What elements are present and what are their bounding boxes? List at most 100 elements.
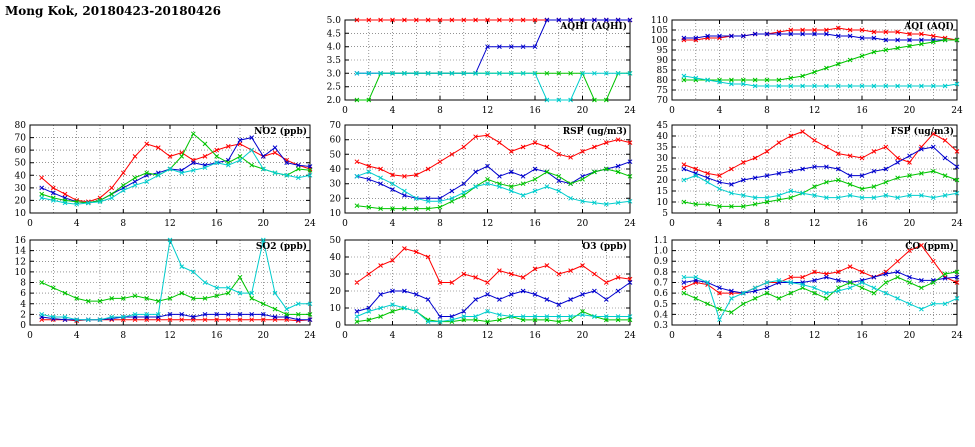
series-markers-cyan: [39, 147, 313, 207]
y-tick-label: 10: [330, 209, 342, 219]
y-tick-label: 70: [330, 121, 342, 131]
y-tick-label: 45: [657, 121, 669, 131]
x-tick-label: 16: [211, 219, 223, 229]
series-markers-red: [354, 132, 633, 179]
x-tick-label: 0: [669, 219, 675, 229]
x-tick-label: 4: [717, 331, 723, 341]
x-tick-label: 8: [764, 219, 770, 229]
y-tick-label: 0.4: [654, 310, 669, 320]
series-line-blue: [41, 313, 310, 321]
chart-title: NO2 (ppb): [254, 126, 307, 137]
x-tick-label: 4: [74, 219, 80, 229]
axis-ticks: [344, 19, 631, 101]
x-tick-label: 24: [951, 106, 963, 116]
series-line-blue: [683, 146, 958, 185]
x-tick-label: 12: [482, 219, 493, 229]
x-tick-label: 16: [856, 106, 868, 116]
y-tick-label: 4.0: [327, 43, 342, 53]
x-tick-label: 16: [211, 331, 223, 341]
y-tick-label: 2.0: [327, 96, 342, 106]
y-tick-label: 1.1: [654, 236, 668, 246]
x-tick-label: 4: [717, 219, 723, 229]
series-line-cyan: [683, 75, 958, 87]
series-line-cyan: [683, 175, 958, 199]
series-line-cyan: [41, 238, 310, 321]
x-tick-label: 12: [809, 106, 820, 116]
y-tick-label: 10: [657, 198, 669, 208]
series-markers-cyan: [681, 274, 960, 323]
axis-ticks: [671, 124, 958, 214]
y-tick-label: 80: [15, 121, 27, 131]
x-tick-label: 0: [342, 331, 348, 341]
x-tick-label: 24: [304, 331, 316, 341]
y-tick-label: 0: [20, 321, 26, 331]
y-tick-label: 2: [20, 310, 26, 320]
series-markers-green: [39, 131, 313, 206]
series-line-green: [683, 39, 957, 81]
x-tick-label: 0: [342, 219, 348, 229]
y-tick-label: 70: [15, 134, 27, 144]
x-tick-label: 8: [120, 331, 126, 341]
x-tick-label: 4: [717, 106, 723, 116]
y-tick-label: 85: [657, 66, 669, 76]
x-tick-label: 0: [669, 331, 675, 341]
x-tick-label: 16: [529, 331, 541, 341]
x-tick-label: 0: [669, 106, 675, 116]
y-tick-label: 50: [15, 159, 27, 169]
chart-title: FSP (ug/m3): [891, 126, 954, 137]
chart-title: AQI (AQI): [903, 21, 954, 32]
chart-o3: 0 10 20 30 40 50 0 4 8 12 16 20 24 O3 (ppb): [330, 236, 636, 341]
series-markers-red: [681, 129, 960, 178]
x-tick-label: 0: [342, 106, 348, 116]
y-tick-label: 90: [657, 56, 669, 66]
y-tick-label: 105: [651, 26, 668, 36]
series-markers-cyan: [39, 237, 313, 323]
y-tick-label: 5.0: [327, 16, 342, 26]
y-tick-label: 95: [657, 46, 669, 56]
grid-lines: [672, 20, 957, 100]
y-tick-label: 20: [15, 196, 27, 206]
series-line-blue: [683, 271, 958, 294]
chart-title: SO2 (ppb): [256, 241, 307, 252]
x-tick-label: 0: [27, 219, 33, 229]
y-tick-label: 5: [662, 209, 668, 219]
y-tick-label: 40: [330, 165, 342, 175]
x-tick-label: 8: [764, 331, 770, 341]
y-tick-label: 60: [330, 136, 342, 146]
grid-lines: [345, 20, 630, 100]
y-tick-label: 10: [15, 209, 27, 219]
series-line-green: [356, 72, 630, 101]
series-line-blue: [683, 33, 957, 41]
y-tick-label: 40: [330, 253, 342, 263]
y-tick-label: 12: [15, 257, 26, 267]
series-markers-cyan: [354, 70, 633, 103]
series-line-cyan: [356, 72, 630, 101]
x-tick-label: 8: [437, 331, 443, 341]
y-tick-label: 20: [330, 194, 342, 204]
x-tick-label: 8: [764, 106, 770, 116]
y-tick-label: 110: [651, 16, 668, 26]
x-tick-label: 8: [120, 219, 126, 229]
series-markers-blue: [681, 144, 960, 187]
y-tick-label: 50: [330, 236, 342, 246]
grid-lines: [672, 125, 957, 213]
y-tick-label: 14: [15, 247, 27, 257]
axis-ticks: [671, 19, 958, 101]
x-tick-label: 12: [164, 331, 175, 341]
page-title: Mong Kok, 20180423-20180426: [5, 4, 221, 18]
x-tick-label: 20: [904, 219, 916, 229]
x-tick-label: 16: [856, 331, 868, 341]
y-tick-label: 4.5: [327, 29, 342, 39]
y-tick-label: 10: [15, 268, 27, 278]
y-tick-label: 0.9: [654, 257, 669, 267]
chart-title: RSP (ug/m3): [563, 126, 627, 137]
series-line-red: [356, 134, 631, 177]
series-line-cyan: [41, 149, 311, 205]
grid-lines: [345, 125, 630, 213]
y-tick-label: 75: [657, 86, 669, 96]
y-tick-label: 6: [20, 289, 26, 299]
x-tick-label: 24: [624, 331, 636, 341]
y-tick-label: 3.0: [327, 69, 342, 79]
series-markers-cyan: [681, 73, 960, 89]
